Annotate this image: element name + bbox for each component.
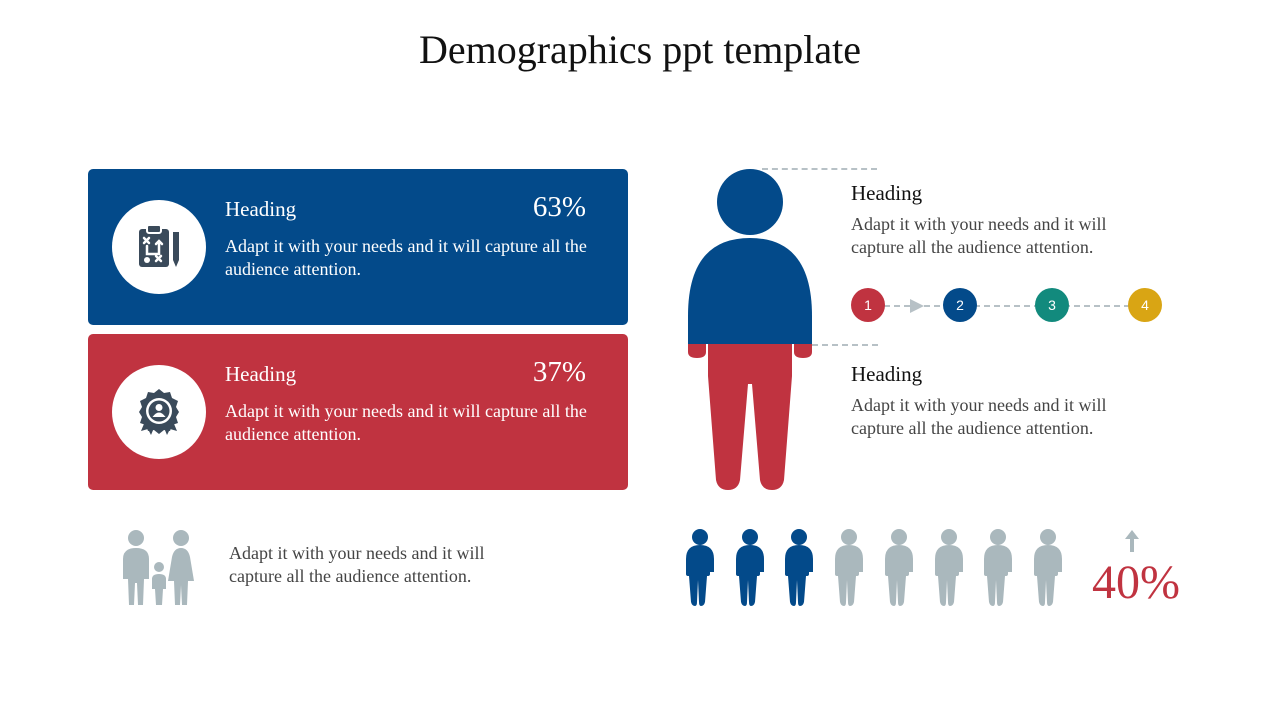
stat-value: 40% [1092,556,1180,609]
right-text: Adapt it with your needs and it will cap… [851,395,1107,438]
person-icon [686,529,714,606]
connector-line [812,344,878,346]
card-icon-circle [112,365,206,459]
page-title: Demographics ppt template [418,27,862,72]
right-heading: Heading [851,362,923,386]
family-icon [123,530,194,605]
card-text: Adapt it with your needs and it will cap… [225,401,587,444]
arrow-up-icon [1125,530,1139,552]
card-percent: 37% [532,356,586,388]
person-icon [884,529,913,606]
step-3: 3 [1035,288,1069,322]
person-silhouette-icon [688,169,812,490]
step-2: 2 [943,288,977,322]
right-text: Adapt it with your needs and it will cap… [851,214,1107,257]
person-icon [934,529,963,606]
person-icon [835,529,864,606]
card-percent: 63% [532,191,586,223]
person-icon [984,529,1013,606]
person-icon [735,529,764,606]
card-icon-circle [112,200,206,294]
family-text: Adapt it with your needs and it will cap… [229,543,485,586]
card-text: Adapt it with your needs and it will cap… [225,236,587,279]
right-heading: Heading [851,181,923,205]
person-icon [1033,529,1062,606]
step-4: 4 [1128,288,1162,322]
card-heading: Heading [225,362,297,386]
card-heading: Heading [225,197,297,221]
connector-line [762,168,877,170]
strategy-clipboard-icon [139,224,179,267]
award-badge-icon [139,389,179,435]
stat-card-red: Heading 37% Adapt it with your needs and… [88,334,628,490]
step-1: 1 [851,288,885,322]
person-icon [785,529,814,606]
stat-card-blue: Heading 63% Adapt it with your needs and… [88,169,628,325]
step-connector [884,299,1138,313]
